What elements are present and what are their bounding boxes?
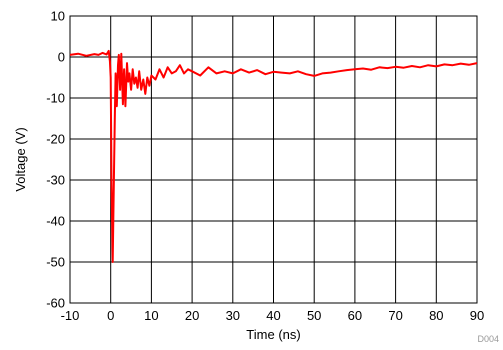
y-tick-labels: 10 0 -10 -20 -30 -40 -50 -60 — [46, 9, 65, 311]
y-tick-label: -10 — [46, 91, 65, 106]
x-tick-label: -10 — [61, 308, 80, 323]
plot-area-frame — [69, 15, 478, 304]
y-tick-label: -20 — [46, 132, 65, 147]
x-tick-label: 40 — [266, 308, 280, 323]
figure-code-label: D004 — [477, 334, 499, 344]
x-axis-label: Time (ns) — [246, 327, 300, 342]
y-tick-label: -60 — [46, 296, 65, 311]
y-tick-label: 10 — [51, 9, 65, 24]
x-tick-label: 50 — [307, 308, 321, 323]
y-tick-label: -50 — [46, 255, 65, 270]
x-tick-label: 10 — [144, 308, 158, 323]
y-tick-label: -30 — [46, 173, 65, 188]
x-tick-label: 80 — [429, 308, 443, 323]
x-tick-label: 20 — [185, 308, 199, 323]
x-tick-label: 0 — [107, 308, 114, 323]
x-tick-label: 70 — [388, 308, 402, 323]
x-tick-label: 30 — [226, 308, 240, 323]
x-tick-label: 90 — [470, 308, 484, 323]
grid — [69, 15, 478, 304]
y-tick-label: -40 — [46, 214, 65, 229]
y-tick-label: 0 — [58, 50, 65, 65]
y-axis-label: Voltage (V) — [13, 127, 28, 191]
x-tick-labels: -10 0 10 20 30 40 50 60 70 80 90 — [61, 308, 485, 323]
series-line — [69, 49, 478, 263]
x-tick-label: 60 — [348, 308, 362, 323]
